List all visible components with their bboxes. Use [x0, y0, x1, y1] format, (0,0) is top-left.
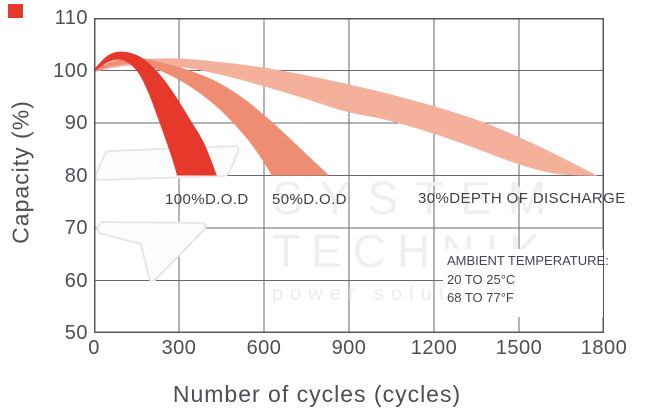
x-tick-label: 1800	[580, 337, 628, 359]
ambient-note-line: AMBIENT TEMPERATURE:	[447, 253, 609, 268]
red-square-logo	[8, 4, 23, 18]
series-label-50-dod: 50%D.O.D	[272, 191, 347, 208]
x-tick-label: 300	[161, 337, 197, 359]
x-tick-label: 1200	[410, 337, 458, 359]
watermark-arrow-logo	[94, 145, 240, 283]
x-tick-label: 900	[331, 337, 367, 359]
ambient-note-line: 20 TO 25°C	[447, 271, 516, 287]
series-label-100-dod: 100%D.O.D	[165, 191, 249, 208]
x-tick-label: 0	[88, 337, 100, 359]
y-tick-label: 50	[64, 322, 88, 344]
ambient-note-line: 68 TO 77°F	[447, 290, 514, 305]
band-100-d-o-d	[94, 51, 217, 176]
plot-area: SYSTEM TECHNIK power solutions	[94, 18, 604, 333]
band-50-d-o-d	[94, 57, 330, 176]
plot-border	[94, 18, 604, 333]
x-axis-title: Number of cycles (cycles)	[172, 381, 462, 407]
ambient-temperature-note: AMBIENT TEMPERATURE: 20 TO 25°C 68 TO 77…	[443, 249, 609, 317]
band-30-depth-of-discharge	[94, 58, 597, 176]
series-label-30-dod: 30%DEPTH OF DISCHARGE	[418, 190, 626, 207]
y-tick-label: 70	[64, 217, 88, 239]
watermark: SYSTEM TECHNIK power solutions	[94, 145, 563, 305]
y-tick-label: 80	[64, 164, 88, 187]
x-tick-label: 600	[246, 337, 282, 359]
y-tick-label: 110	[54, 7, 88, 29]
y-tick-label: 60	[64, 269, 88, 292]
y-axis-title: Capacity (%)	[7, 100, 34, 244]
x-tick-label: 1500	[495, 337, 543, 359]
y-tick-label: 100	[53, 59, 88, 82]
y-tick-label: 90	[64, 112, 88, 134]
watermark-text-line1: SYSTEM	[272, 172, 563, 224]
dod-bands	[94, 51, 597, 176]
